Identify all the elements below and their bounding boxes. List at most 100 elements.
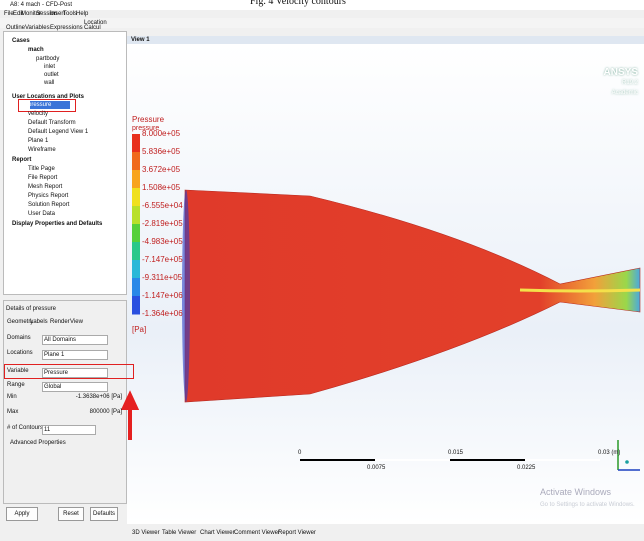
colorbar-band	[132, 206, 140, 225]
viewer-tab[interactable]: Report Viewer	[278, 530, 316, 536]
tree-item[interactable]: Default Legend View 1	[28, 129, 89, 135]
tree-item[interactable]: wall	[44, 80, 55, 86]
panel-tab[interactable]: Outline	[6, 25, 26, 31]
nozzle	[184, 189, 641, 403]
colorbar-band	[132, 278, 140, 297]
tree-item[interactable]: pressure	[28, 102, 52, 108]
details-tab[interactable]: Geometry	[7, 319, 34, 325]
scale-bar-segment	[375, 459, 450, 461]
tree-item[interactable]: Solution Report	[28, 202, 70, 208]
toolbar	[0, 18, 644, 28]
inlet-face	[182, 190, 190, 402]
legend-unit: [Pa]	[132, 325, 147, 334]
legend-label: 3.672e+05	[142, 165, 181, 174]
tree-item[interactable]: Wireframe	[28, 147, 56, 153]
colorbar-band	[132, 134, 140, 153]
colorbar-band	[132, 224, 140, 243]
colorbar-band	[132, 152, 140, 171]
colorbar-band	[132, 170, 140, 189]
field-value[interactable]: Global	[42, 382, 108, 392]
scale-label: 0	[298, 450, 302, 456]
details-title: Details of pressure	[6, 306, 57, 312]
tree-item[interactable]: partbody	[36, 56, 60, 62]
menu-item[interactable]: Insert	[50, 11, 66, 17]
viewer-tab[interactable]: 3D Viewer	[132, 530, 160, 536]
outline-panel	[3, 31, 127, 295]
scale-label: 0.0075	[367, 465, 386, 471]
button[interactable]: Defaults	[90, 507, 118, 521]
viewer-tab[interactable]: View 1	[131, 37, 150, 43]
tree-item[interactable]: Cases	[12, 38, 30, 44]
selected-item	[30, 101, 70, 109]
tree-item[interactable]: Default Transform	[28, 120, 76, 126]
menu-item[interactable]: Help	[76, 11, 89, 17]
tree-item[interactable]: Report	[12, 157, 32, 163]
field-label: Max	[7, 409, 19, 415]
colorbar-band	[132, 296, 140, 315]
field-value: -1.3638e+06 [Pa]	[75, 394, 122, 400]
scale-label: 0.0225	[517, 465, 536, 471]
field-label: Locations	[7, 350, 33, 356]
menu-item[interactable]: Edit	[13, 11, 24, 17]
arrow	[120, 390, 140, 440]
tree-item[interactable]: velocity	[28, 111, 49, 117]
caption: Fig. 4 Velocity contours	[250, 0, 346, 7]
highlight-tree	[18, 99, 76, 112]
field-value: 800000 [Pa]	[89, 409, 122, 415]
legend-label: -1.364e+06	[142, 309, 183, 318]
tree-item[interactable]: inlet	[44, 64, 56, 70]
toolbar-button[interactable]: Location	[84, 20, 107, 26]
menu-item[interactable]: Session	[36, 11, 58, 17]
tree-item[interactable]: Title Page	[28, 166, 55, 172]
button[interactable]: Reset	[58, 507, 84, 521]
tree-item[interactable]: mach	[28, 47, 44, 53]
field-value[interactable]: Plane 1	[42, 350, 108, 360]
menu-item[interactable]: Tools	[63, 11, 78, 17]
tree-item[interactable]: Display Properties and Defaults	[12, 221, 103, 227]
details-panel	[3, 300, 127, 504]
field-label: Min	[7, 394, 17, 400]
window-title: A8: 4 mach - CFD-Post	[10, 2, 73, 8]
legend-label: -9.311e+05	[142, 273, 183, 282]
colorbar-band	[132, 242, 140, 261]
viewer-tab[interactable]: Table Viewer	[162, 530, 197, 536]
brand-text: ANSYS	[603, 67, 638, 78]
section-header: Advanced Properties	[10, 440, 66, 446]
tree-item[interactable]: User Data	[28, 211, 56, 217]
field-value[interactable]: Pressure	[42, 368, 108, 378]
tree-item[interactable]: File Report	[28, 175, 58, 181]
legend-label: -6.555e+04	[142, 201, 183, 210]
details-tab[interactable]: Render	[50, 319, 70, 325]
scale-label: 0.03 (m)	[598, 450, 621, 456]
brand-text: R19.2	[621, 80, 638, 86]
viewer-tab[interactable]: Comment Viewer	[234, 530, 280, 536]
tree-item[interactable]: outlet	[44, 72, 59, 78]
panel-tab[interactable]: Calcul	[84, 25, 101, 31]
tree-item[interactable]: Plane 1	[28, 138, 49, 144]
flow-streak	[519, 288, 641, 293]
menu-item[interactable]: File	[4, 11, 14, 17]
field-value[interactable]: 11	[42, 425, 96, 435]
viewer-tab[interactable]: Chart Viewer	[200, 530, 235, 536]
scale-bar-segment	[525, 459, 600, 461]
details-tab[interactable]: View	[70, 319, 83, 325]
field-value[interactable]: All Domains	[42, 335, 108, 345]
button[interactable]: Apply	[6, 507, 38, 521]
field-label: Range	[7, 382, 25, 388]
field-label: Variable	[7, 368, 29, 374]
legend-title: Pressure	[132, 115, 165, 124]
brand-text: Academic	[611, 90, 638, 96]
tree-item[interactable]: Physics Report	[28, 193, 69, 199]
highlight-variable	[4, 364, 134, 379]
panel-tab[interactable]: Expressions	[50, 25, 83, 31]
tree-item[interactable]: User Locations and Plots	[12, 94, 85, 100]
details-tab[interactable]: Labels	[30, 319, 48, 325]
legend-label: -4.983e+05	[142, 237, 183, 246]
menu-item[interactable]: Monitor	[21, 11, 42, 17]
panel-tab[interactable]: Variables	[25, 25, 50, 31]
colorbar-band	[132, 188, 140, 207]
tree-item[interactable]: Mesh Report	[28, 184, 63, 190]
scale-label: 0.015	[448, 450, 464, 456]
